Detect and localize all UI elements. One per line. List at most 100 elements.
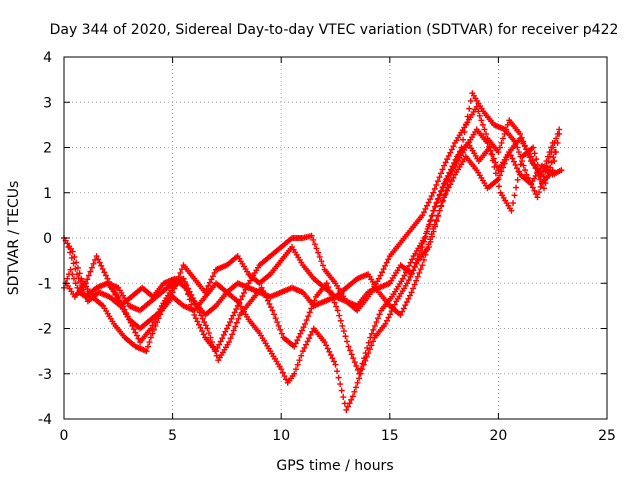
data-point [403,298,410,305]
data-point [328,291,335,298]
data-point [324,345,331,352]
data-point [542,180,549,187]
data-point [195,306,202,313]
data-point [534,194,541,201]
data-point [529,184,536,191]
data-point [400,305,407,312]
data-point [541,185,548,192]
data-point [95,256,102,263]
data-point [208,276,215,283]
data-point [486,144,493,151]
x-tick-label: 0 [60,428,69,444]
data-point [147,325,154,332]
data-point [294,337,301,344]
data-point [201,319,208,326]
data-point [275,322,282,329]
data-point [330,295,337,302]
data-point [362,350,369,357]
data-point [447,166,454,173]
data-point [424,225,431,232]
data-point [205,282,212,289]
data-point [496,144,503,151]
data-point [445,152,452,159]
data-point [380,266,387,273]
data-point [296,357,303,364]
data-point [553,135,560,142]
data-point [305,313,312,320]
data-point [500,164,507,171]
data-point [353,362,360,369]
data-point [342,333,349,340]
data-point [147,334,154,341]
data-point [408,289,415,296]
data-point [231,309,238,316]
data-point [427,196,434,203]
data-point [196,309,203,316]
data-point [306,309,313,316]
data-point [354,379,361,386]
data-point [115,293,122,300]
y-tick-label: -1 [38,276,52,292]
data-point [271,311,278,318]
data-point [433,199,440,206]
data-point [478,117,485,124]
data-point [214,344,221,351]
data-point [448,146,455,153]
data-point [70,260,77,267]
data-point [154,312,161,319]
y-tick-label: 3 [43,95,52,111]
data-point [192,315,199,322]
data-point [189,306,196,313]
data-point [74,284,81,291]
data-point [337,381,344,388]
data-point [520,162,527,169]
data-point [408,270,415,277]
data-point [343,338,350,345]
data-point [551,149,558,156]
data-point [491,163,498,170]
data-point [199,315,206,322]
data-point [428,231,435,238]
data-point [313,245,320,252]
data-point [410,267,417,274]
data-point [405,277,412,284]
data-point [209,273,216,280]
data-point [198,312,205,319]
data-point [436,207,443,214]
data-point [360,361,367,368]
data-point [427,236,434,243]
data-point [332,361,339,368]
data-point [452,156,459,163]
data-point [267,304,274,311]
data-point [230,312,237,319]
data-point [234,302,241,309]
data-point [421,235,428,241]
data-point [492,170,499,177]
data-point [329,355,336,362]
data-point [85,272,92,279]
data-point [258,284,265,291]
data-point [132,329,139,336]
data-point [504,152,511,159]
data-point [402,269,409,276]
data-point [323,280,330,287]
data-point [420,256,427,263]
data-point [537,173,544,180]
data-point [278,330,285,337]
data-point [514,165,521,172]
data-point [334,368,341,375]
data-point [361,355,368,362]
data-point [339,322,346,329]
data-point [451,160,458,167]
x-tick-label: 25 [598,428,616,444]
data-point [240,289,247,296]
data-point [260,288,267,295]
data-point [233,319,240,326]
data-point [315,249,322,256]
data-point [399,275,406,282]
data-point [387,311,394,318]
data-point [212,348,219,355]
data-point [433,216,440,223]
data-point [294,361,301,368]
data-point [417,266,424,273]
